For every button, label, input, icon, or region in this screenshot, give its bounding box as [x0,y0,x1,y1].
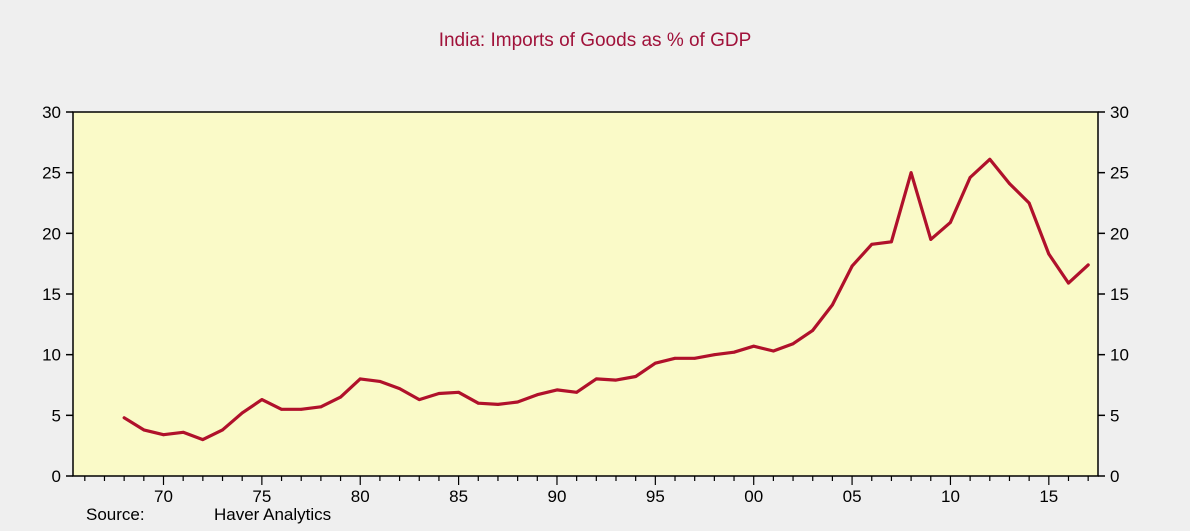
data-point [142,428,146,432]
y-tick-right-label: 20 [1110,224,1129,243]
data-point [594,377,598,381]
y-tick-left-label: 20 [42,224,61,243]
data-point [1086,263,1090,267]
data-point [240,411,244,415]
x-tick-label: 90 [548,487,567,506]
data-point [201,438,205,441]
source-label: Source: [86,505,145,524]
x-tick-label: 80 [351,487,370,506]
y-tick-right-label: 0 [1110,467,1119,486]
data-point [968,176,972,179]
data-point [771,349,775,353]
data-point [437,392,441,395]
data-point [870,242,874,246]
x-tick-label: 95 [646,487,665,506]
data-points [122,157,1090,441]
data-point [221,428,224,432]
data-point [417,398,421,401]
data-point [181,430,185,434]
y-axis-right: 0 5 10 15 20 25 30 [1098,103,1129,486]
y-axis-left: 0 5 10 15 20 25 30 [42,103,73,486]
y-tick-right-label: 30 [1110,103,1129,122]
data-point [1008,182,1011,185]
data-point [712,353,716,357]
data-point [634,375,638,378]
data-point [653,361,657,365]
data-point [1047,252,1051,256]
data-point [1067,281,1070,285]
x-tick-label: 85 [449,487,468,506]
data-point [555,388,559,392]
data-point [732,350,736,354]
y-tick-left-label: 10 [42,346,61,365]
data-point [516,400,520,404]
x-axis: 70 75 80 85 90 95 00 05 10 15 [84,476,1089,506]
data-point [988,157,992,161]
data-point [890,240,893,244]
data-point [949,221,952,224]
plot-area [72,111,1099,477]
data-point [476,401,480,405]
data-point [299,407,303,411]
x-tick-label: 70 [154,487,173,506]
x-tick-label: 10 [941,487,960,506]
data-point [496,403,500,406]
y-tick-left-label: 5 [52,406,61,425]
data-point [929,238,933,241]
data-point [339,395,342,399]
y-tick-left-label: 25 [42,164,61,183]
data-point [693,356,697,360]
data-point [831,303,834,307]
data-point [850,264,854,268]
data-point [358,377,362,381]
data-point [378,379,382,383]
data-point [535,393,539,397]
x-tick-label: 05 [843,487,862,506]
data-point [260,398,264,401]
series-line [122,157,1090,442]
x-tick-label: 75 [252,487,271,506]
data-point [319,405,323,409]
data-point [162,433,165,437]
data-point [575,390,579,394]
data-point [614,378,618,382]
data-point [909,171,913,175]
data-point [752,344,756,348]
data-point [457,390,461,394]
data-point [673,356,677,360]
y-tick-right-label: 5 [1110,406,1119,425]
data-point [398,387,401,391]
chart-title: India: Imports of Goods as % of GDP [438,30,752,51]
x-tick-label: 15 [1039,487,1058,506]
y-tick-left-label: 30 [42,103,61,122]
data-point [122,416,126,420]
data-point [1027,201,1031,205]
y-tick-left-label: 15 [42,285,61,304]
y-tick-right-label: 15 [1110,285,1129,304]
x-tick-label: 00 [744,487,763,506]
y-tick-right-label: 10 [1110,346,1129,365]
data-point [791,342,795,346]
data-point [811,329,815,332]
y-tick-left-label: 0 [52,467,61,486]
y-tick-right-label: 25 [1110,164,1129,183]
data-point [280,407,283,411]
source-value: Haver Analytics [214,505,332,524]
